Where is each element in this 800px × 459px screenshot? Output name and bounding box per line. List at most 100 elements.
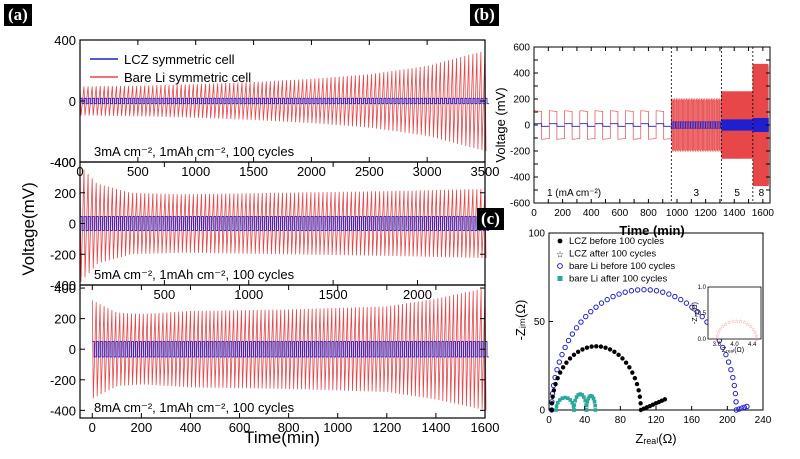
point-bare-li-after [580, 393, 584, 397]
annotation-a_mid: 5mA cm⁻², 1mAh cm⁻², 100 cycles [94, 267, 295, 282]
point-lcz-after: ☆ [754, 337, 759, 343]
point-lcz-before [589, 344, 594, 349]
point-bare-li-after [574, 395, 579, 399]
inset-frame-c [707, 286, 762, 340]
point-bare-li-before [732, 390, 739, 397]
point-lcz-after: ☆ [746, 322, 751, 328]
xtick-label-c: 40 [579, 415, 591, 426]
point-bare-li-before [641, 286, 647, 293]
point-bare-li-after [572, 403, 577, 407]
ytick-label-a_mid: 200 [54, 186, 76, 201]
ytick-label-a_bot: 0 [69, 342, 76, 357]
inset-xtick-label: 3.6 [713, 342, 722, 348]
xtick-label-a_mid: 1000 [234, 287, 263, 302]
lcz-trace-b-seg0 [534, 123, 672, 127]
inset-xtick-label: 4.0 [730, 342, 739, 348]
point-lcz-after: ☆ [753, 330, 758, 336]
point-lcz-after: ☆ [715, 337, 720, 343]
point-lcz-after: ☆ [751, 327, 756, 333]
point-bare-li-after [558, 398, 562, 402]
point-bare-li-before [672, 293, 678, 300]
xtick-label-a_bot: 1200 [372, 420, 401, 435]
point-bare-li-before [578, 319, 584, 325]
xtick-label-a_top: 500 [127, 164, 149, 179]
point-bare-li-before [604, 296, 610, 303]
point-lcz-before [594, 344, 599, 349]
xtick-label-c: 120 [648, 415, 665, 426]
point-bare-li-before [593, 304, 599, 310]
legend-marker-c: ☆ [556, 250, 564, 260]
ytick-label-a_mid: -200 [50, 247, 76, 262]
inset-ytick-label: 0.0 [698, 337, 707, 343]
annotation-a_top: 3mA cm⁻², 1mAh cm⁻², 100 cycles [94, 144, 295, 159]
axes-frame-a_bot [79, 284, 486, 419]
point-bare-li-before [733, 399, 739, 405]
point-bare-li-after [560, 396, 565, 401]
point-lcz-before [555, 375, 560, 381]
point-bare-li-before [554, 366, 560, 373]
ytick-label-b: -200 [510, 147, 530, 158]
point-lcz-after: ☆ [749, 324, 754, 330]
xtick-label-a_top: 1500 [239, 164, 268, 179]
ytick-label-a_bot: 400 [54, 281, 76, 296]
y-axis-label-b: Voltage (mV) [493, 87, 508, 162]
point-bare-li-after [570, 400, 575, 405]
xtick-label-a_mid: 500 [154, 287, 176, 302]
xtick-label-c: 80 [615, 415, 627, 426]
point-bare-li-before [583, 313, 589, 320]
point-bare-li-after [566, 396, 570, 401]
xtick-label-a_top: 2500 [355, 164, 384, 179]
point-bare-li-before [660, 289, 666, 295]
point-bare-li-before [744, 403, 750, 410]
point-bare-li-before [689, 304, 695, 310]
point-bare-li-after [584, 403, 589, 408]
ytick-label-a_bot: 200 [54, 312, 76, 327]
segment-label-b: 1 (mA cm⁻²) [547, 188, 601, 199]
point-lcz-after: ☆ [720, 324, 725, 330]
ytick-label-a_mid: -400 [50, 278, 76, 293]
point-bare-li-after [568, 398, 573, 402]
point-lcz-before [564, 360, 569, 365]
point-bare-li-before [556, 359, 563, 365]
point-lcz-before [612, 349, 617, 354]
point-lcz-after: ☆ [727, 320, 732, 326]
point-bare-li-before [569, 331, 576, 337]
annotation-a_bot: 8mA cm⁻², 1mAh cm⁻², 100 cycles [94, 400, 295, 415]
point-bare-li-before [723, 351, 729, 358]
point-lcz-before [662, 397, 668, 402]
lcz-trace-a_mid [80, 216, 490, 231]
panel-label-b: (b) [470, 4, 499, 26]
point-bare-li-after [586, 396, 591, 401]
subplot-a_top [79, 50, 490, 152]
point-bare-li-after [582, 395, 586, 399]
xtick-label-c: 0 [546, 415, 552, 426]
ytick-label-a_bot: -200 [50, 373, 76, 388]
inset-xtick-label: 4.4 [748, 342, 757, 348]
point-bare-li-before [610, 293, 616, 300]
point-lcz-after: ☆ [716, 330, 721, 336]
ytick-label-c: 50 [534, 317, 546, 328]
point-bare-li-after [583, 398, 588, 403]
xtick-label-a_bot: 800 [278, 420, 300, 435]
xtick-label-c: 240 [755, 415, 772, 426]
ytick-label-b: 0 [524, 121, 530, 132]
segment-label-b: 3 [694, 188, 700, 199]
point-lcz-before [627, 365, 632, 370]
point-bare-li-after [585, 399, 590, 404]
point-bare-li-before [694, 308, 700, 315]
point-lcz-before [634, 381, 640, 387]
xtick-label-a_mid: 1500 [319, 287, 348, 302]
xtick-label-a_bot: 0 [89, 420, 96, 435]
xtick-label-b: 1200 [695, 208, 718, 219]
point-lcz-before [549, 401, 555, 406]
point-bare-li-before [647, 287, 653, 293]
x-axis-label-c: Zᵣₑₐₗ(Ω) [635, 431, 676, 446]
ytick-label-b: 200 [513, 95, 530, 106]
panel-label-a: (a) [4, 4, 32, 26]
lcz-trace-b-seg2 [721, 119, 753, 131]
point-lcz-after: ☆ [715, 333, 720, 339]
y-axis-label-c: -Zᵢₘ(Ω) [513, 300, 528, 341]
point-lcz-before [550, 394, 555, 399]
xtick-label-b: 400 [583, 208, 600, 219]
point-bare-li-after [576, 393, 581, 397]
